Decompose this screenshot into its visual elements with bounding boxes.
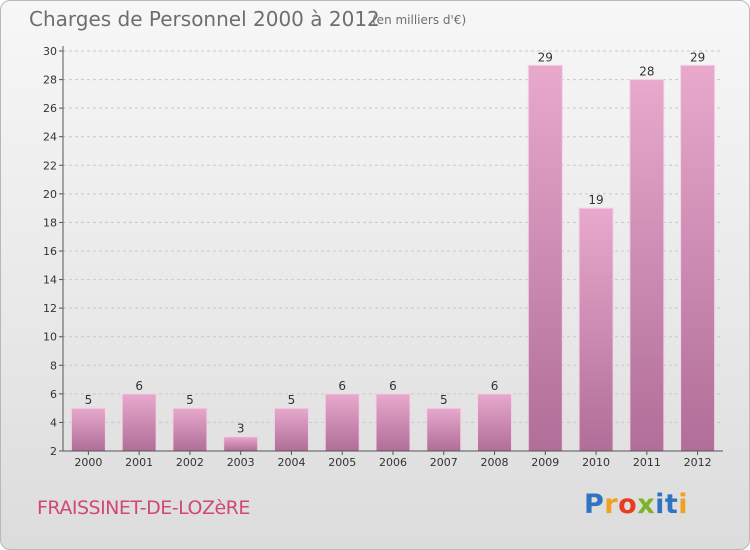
grid-lines	[63, 50, 723, 423]
value-label-2002: 5	[186, 393, 194, 407]
y-tick-label: 28	[43, 74, 57, 87]
x-tick-label-2011: 2011	[633, 456, 661, 469]
value-label-2007: 5	[440, 393, 448, 407]
bars	[70, 64, 716, 452]
bar-2002	[172, 407, 208, 452]
proxiti-logo: Proxiti	[584, 489, 688, 520]
y-tick-label: 16	[43, 245, 57, 258]
x-tick-label-2003: 2003	[227, 456, 255, 469]
logo-letter: x	[637, 489, 656, 520]
value-label-2008: 6	[491, 379, 499, 393]
y-tick-label: 20	[43, 188, 57, 201]
value-label-2004: 5	[288, 393, 296, 407]
bar-2007	[426, 407, 462, 452]
axes	[59, 46, 723, 455]
x-tick-label-2002: 2002	[176, 456, 204, 469]
bar-2000	[70, 407, 106, 452]
x-tick-label-2007: 2007	[430, 456, 458, 469]
commune-name: FRAISSINET-DE-LOZèRE	[37, 497, 250, 519]
value-label-2012: 29	[690, 50, 705, 64]
logo-letter: t	[664, 489, 679, 520]
y-tick-label: 8	[50, 359, 57, 372]
chart-title: Charges de Personnel 2000 à 2012	[29, 7, 380, 31]
y-tick-label: 14	[43, 274, 57, 287]
x-tick-label-2010: 2010	[582, 456, 610, 469]
logo-letter: r	[604, 489, 619, 520]
y-tick-label: 4	[50, 416, 57, 429]
value-label-2009: 29	[538, 50, 553, 64]
x-tick-label-2006: 2006	[379, 456, 407, 469]
value-label-2003: 3	[237, 422, 245, 436]
x-tick-label-2005: 2005	[328, 456, 356, 469]
y-tick-label: 6	[50, 388, 57, 401]
y-tick-label: 10	[43, 331, 57, 344]
value-label-2011: 28	[639, 65, 654, 79]
value-label-2001: 6	[135, 379, 143, 393]
x-tick-label-2000: 2000	[74, 456, 102, 469]
logo-letter: o	[618, 489, 638, 520]
bar-2008	[477, 393, 513, 452]
bar-2005	[324, 393, 360, 452]
y-tick-label: 26	[43, 102, 57, 115]
value-label-2005: 6	[338, 379, 346, 393]
y-tick-label: 22	[43, 159, 57, 172]
bar-2012	[680, 64, 716, 452]
value-label-2000: 5	[85, 393, 93, 407]
bar-2006	[375, 393, 411, 452]
y-tick-label: 24	[43, 131, 57, 144]
labels: 2468101214161820222426283052000620015200…	[43, 45, 712, 469]
y-tick-label: 2	[50, 445, 57, 458]
x-tick-label-2012: 2012	[684, 456, 712, 469]
x-tick-label-2004: 2004	[277, 456, 305, 469]
chart-subtitle: (en milliers d'€)	[372, 13, 467, 27]
x-tick-label-2009: 2009	[531, 456, 559, 469]
bar-2011	[629, 79, 665, 452]
x-tick-label-2001: 2001	[125, 456, 153, 469]
logo-letter: i	[678, 489, 689, 520]
bar-2009	[527, 64, 563, 452]
y-tick-label: 30	[43, 45, 57, 58]
bar-2004	[273, 407, 309, 452]
bar-2010	[578, 207, 614, 452]
y-tick-label: 18	[43, 216, 57, 229]
value-label-2010: 19	[588, 193, 603, 207]
bar-2003	[223, 436, 259, 452]
logo-letter: P	[584, 489, 605, 520]
logo-letter: i	[655, 489, 665, 520]
value-label-2006: 6	[389, 379, 397, 393]
y-tick-label: 12	[43, 302, 57, 315]
x-tick-label-2008: 2008	[481, 456, 509, 469]
bar-2001	[121, 393, 157, 452]
